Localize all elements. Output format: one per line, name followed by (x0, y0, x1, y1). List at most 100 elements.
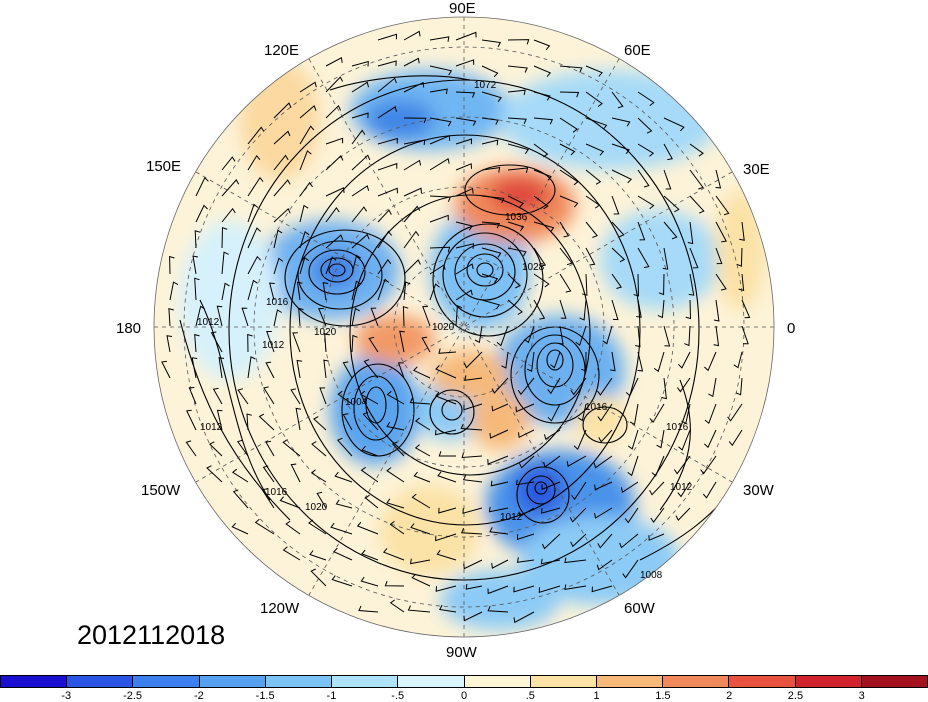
wind-barb (462, 474, 483, 483)
lon-label-150e: 150E (146, 158, 182, 175)
wind-barb (231, 522, 249, 535)
wind-barb (637, 195, 655, 210)
wind-barb (318, 307, 327, 327)
wind-barb (265, 361, 275, 379)
wind-barb (611, 299, 619, 321)
wind-barb (507, 89, 526, 96)
wind-barb (414, 444, 431, 457)
wind-barb (481, 117, 499, 125)
wind-barb (460, 528, 483, 535)
wind-barb (299, 204, 309, 223)
wind-barb (360, 390, 379, 405)
wind-barb (269, 282, 275, 301)
wind-barb (489, 527, 509, 535)
wind-barb (382, 548, 405, 561)
wind-barb (463, 611, 483, 622)
wind-barb (685, 299, 692, 320)
colorbar-swatch (67, 675, 134, 688)
timestamp-label: 2012112018 (77, 620, 226, 650)
wind-barb (596, 559, 613, 571)
colorbar-swatch (530, 675, 597, 688)
contour-label: 1020 (314, 327, 337, 338)
colorbar-swatch (861, 675, 928, 688)
wind-barb (715, 169, 722, 189)
wind-barbs (161, 30, 751, 624)
wind-barb (481, 247, 502, 258)
lon-label-180: 180 (116, 320, 142, 337)
wind-barb (559, 91, 580, 98)
wind-barb (559, 299, 567, 319)
wind-barb (377, 230, 392, 249)
wind-barb (622, 559, 639, 579)
wind-barb (273, 154, 289, 171)
wind-barb (689, 169, 704, 190)
wind-barb (728, 429, 743, 447)
wind-barb (296, 359, 303, 379)
wind-barb (689, 247, 699, 269)
wind-barb (481, 91, 502, 102)
wind-barb (403, 139, 426, 146)
contour-label: 1036 (505, 212, 528, 223)
wind-barb (290, 388, 301, 405)
wind-barb (360, 576, 379, 587)
wind-barb (421, 336, 431, 353)
wind-barb (285, 520, 301, 535)
wind-barb (585, 65, 603, 77)
wind-barb (194, 333, 200, 353)
wind-barb (708, 377, 717, 398)
wind-barb (688, 273, 695, 296)
wind-barb (687, 221, 694, 245)
wind-barb (455, 138, 473, 145)
contour-label: 1012 (197, 317, 220, 328)
wind-barb (713, 299, 720, 322)
contour-label: 1016 (666, 422, 689, 433)
wind-barb (455, 163, 472, 171)
wind-barb (524, 325, 535, 344)
wind-barb (361, 445, 379, 457)
wind-barb (597, 533, 613, 549)
wind-barb (210, 331, 223, 353)
contour-label: 1028 (522, 262, 545, 273)
wind-barb (463, 559, 483, 570)
contour-label: 1012 (500, 512, 523, 523)
wind-barb (325, 137, 344, 145)
wind-barb (195, 204, 208, 223)
wind-barb (195, 176, 209, 197)
wind-barb (411, 573, 431, 587)
wind-barb (585, 195, 601, 209)
wind-barb (429, 246, 451, 253)
contour-labels: 1072 1036 1028 1016 1020 1012 1012 1004 1020 1016… (197, 80, 693, 581)
wind-barb (738, 273, 745, 291)
wind-barb (663, 117, 685, 132)
wind-barb (627, 429, 639, 450)
wind-barb (299, 230, 310, 249)
wind-barb (689, 195, 705, 214)
wind-barb (296, 281, 303, 301)
wind-barb (611, 143, 630, 155)
wind-barb (507, 195, 525, 208)
wind-barb (461, 452, 483, 459)
wind-barb (429, 117, 452, 127)
contour-label: 1016 (585, 402, 608, 413)
wind-barb (377, 258, 392, 275)
wind-barb (515, 403, 535, 413)
wind-barb (377, 33, 398, 41)
wind-barb (464, 375, 483, 381)
wind-barb (547, 403, 561, 422)
wind-barb (342, 413, 353, 431)
wind-barb (282, 546, 301, 561)
wind-barb (635, 325, 641, 348)
wind-barb (507, 273, 521, 289)
wind-barb (559, 221, 570, 238)
wind-barb (649, 403, 665, 424)
wind-barb (351, 129, 366, 145)
wind-barb (438, 451, 456, 457)
wind-barb (559, 273, 572, 293)
wind-barb (377, 60, 397, 67)
wind-barb (663, 143, 673, 161)
colorbar-tick-label: -2 (193, 690, 204, 702)
colorbar-tick-label: -2.5 (123, 690, 143, 702)
wind-barb (702, 481, 717, 499)
wind-barb (533, 39, 551, 51)
wind-barb (324, 333, 330, 353)
